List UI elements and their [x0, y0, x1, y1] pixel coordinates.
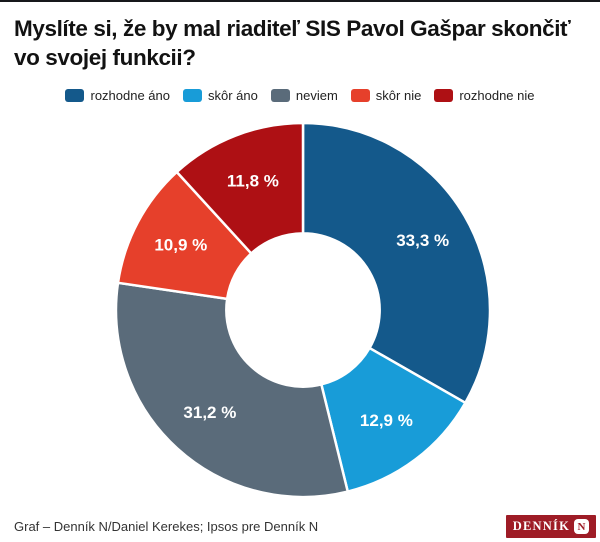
legend-swatch-icon: [183, 89, 202, 102]
donut-chart: 33,3 % 12,9 % 31,2 % 10,9 % 11,8 %: [0, 110, 600, 514]
donut-slice-neviem[interactable]: [114, 281, 350, 499]
legend-item-rozhodne-nie[interactable]: rozhodne nie: [434, 88, 535, 103]
legend-item-label: rozhodne áno: [90, 88, 170, 103]
legend-item-label: neviem: [295, 88, 338, 103]
chart-legend: rozhodne áno skôr áno neviem skôr nie rozhod…: [0, 88, 600, 103]
slice-value-label-rozhodne-nie: 11,8 %: [227, 172, 279, 191]
slice-value-label-neviem: 31,2 %: [183, 403, 236, 422]
slice-value-label-rozhodne-ano: 33,3 %: [396, 231, 449, 250]
slice-value-label-skor-ano: 12,9 %: [360, 411, 413, 430]
donut-slice-rozhodne-nie[interactable]: [175, 121, 305, 256]
legend-swatch-icon: [350, 89, 370, 102]
legend-swatch-icon: [65, 89, 85, 102]
slice-value-label-skor-nie: 10,9 %: [154, 236, 207, 255]
dennikn-logo-wordmark: DENNÍK: [512, 519, 570, 533]
dennikn-logo: DENNÍK N: [505, 515, 596, 538]
top-border: [0, 0, 600, 2]
legend-item-rozhodne-ano[interactable]: rozhodne áno: [65, 88, 170, 103]
legend-item-label: rozhodne nie: [459, 88, 535, 103]
legend-item-skor-ano[interactable]: skôr áno: [183, 88, 258, 103]
dennikn-logo-n-icon: N: [574, 519, 589, 534]
donut-slice-skor-ano[interactable]: [319, 346, 468, 494]
legend-item-label: skôr áno: [208, 88, 258, 103]
donut-chart-svg: 33,3 % 12,9 % 31,2 % 10,9 % 11,8 %: [114, 121, 492, 499]
legend-swatch-icon: [270, 89, 290, 102]
source-credit: Graf – Denník N/Daniel Kerekes; Ipsos pr…: [14, 519, 319, 534]
legend-item-skor-nie[interactable]: skôr nie: [350, 88, 422, 103]
chart-title: Myslíte si, že by mal riaditeľ SIS Pavol…: [14, 16, 571, 70]
legend-item-neviem[interactable]: neviem: [270, 88, 338, 103]
footer: Graf – Denník N/Daniel Kerekes; Ipsos pr…: [14, 515, 596, 538]
legend-swatch-icon: [434, 89, 454, 102]
legend-item-label: skôr nie: [375, 88, 422, 103]
donut-slice-rozhodne-ano[interactable]: [301, 121, 492, 405]
